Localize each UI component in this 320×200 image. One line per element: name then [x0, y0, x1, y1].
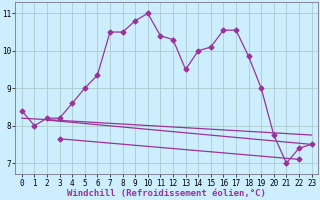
- X-axis label: Windchill (Refroidissement éolien,°C): Windchill (Refroidissement éolien,°C): [67, 189, 266, 198]
